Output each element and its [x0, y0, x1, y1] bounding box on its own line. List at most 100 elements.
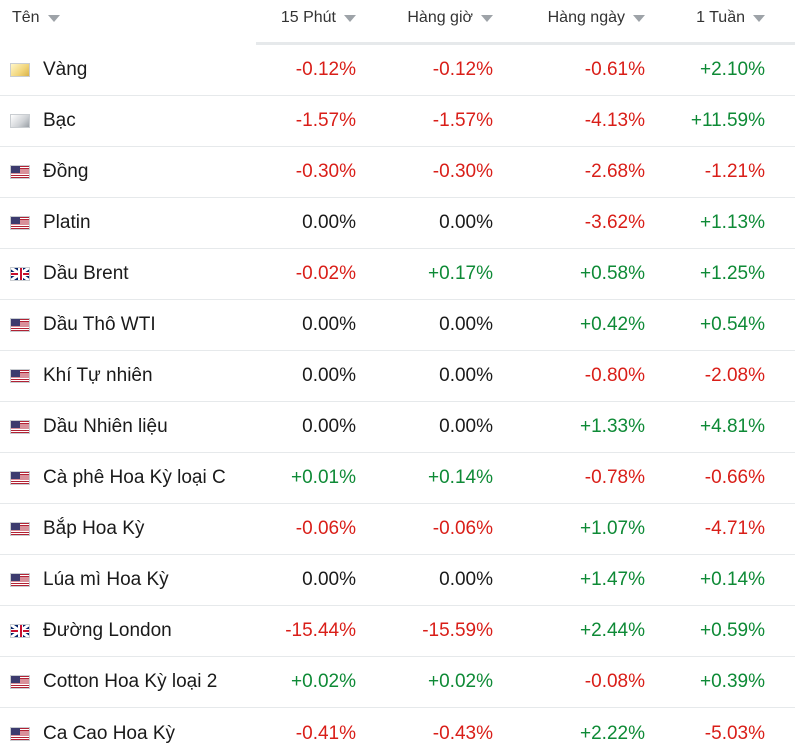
table-row[interactable]: Đường London -15.44% -15.59% +2.44% +0.59% [0, 606, 795, 657]
column-header-name-label: Tên [12, 9, 40, 26]
instrument-name-cell: Lúa mì Hoa Kỳ [0, 569, 256, 591]
change-weekly-value: -0.66% [704, 467, 765, 488]
instrument-name-link[interactable]: Khí Tự nhiên [43, 365, 153, 386]
instrument-name-link[interactable]: Dầu Thô WTI [43, 314, 156, 335]
change-weekly-value: -4.71% [704, 518, 765, 539]
change-15m-value: 0.00% [302, 569, 356, 590]
change-weekly-value: +2.10% [700, 59, 765, 80]
change-daily-value: +0.58% [580, 263, 645, 284]
change-weekly-value: +1.25% [700, 263, 765, 284]
change-hourly-value: 0.00% [439, 212, 493, 233]
sort-caret-icon[interactable] [47, 15, 60, 22]
instrument-name-cell: Dầu Brent [0, 263, 256, 285]
table-row[interactable]: Dầu Nhiên liệu 0.00% 0.00% +1.33% +4.81% [0, 402, 795, 453]
us-flag-icon [10, 318, 30, 332]
us-flag-icon [10, 369, 30, 383]
table-row[interactable]: Đồng -0.30% -0.30% -2.68% -1.21% [0, 147, 795, 198]
instrument-name-link[interactable]: Platin [43, 212, 91, 233]
instrument-name-cell: Đồng [0, 161, 256, 183]
uk-flag-icon [10, 267, 30, 281]
change-15m-value: +0.02% [291, 671, 356, 692]
change-weekly-value: +0.54% [700, 314, 765, 335]
column-header-15m[interactable]: 15 Phút [256, 0, 356, 45]
instrument-name-link[interactable]: Cotton Hoa Kỳ loại 2 [43, 671, 218, 692]
change-weekly-value: +0.14% [700, 569, 765, 590]
change-weekly-value: +1.13% [700, 212, 765, 233]
instrument-name-cell: Dầu Nhiên liệu [0, 416, 256, 438]
change-15m-value: -0.30% [295, 161, 356, 182]
instrument-name-link[interactable]: Dầu Brent [43, 263, 129, 284]
instrument-name-link[interactable]: Đồng [43, 161, 89, 182]
change-daily-value: +2.22% [580, 722, 645, 744]
instrument-name-link[interactable]: Đường London [43, 620, 172, 641]
change-15m-value: 0.00% [302, 314, 356, 335]
column-header-daily-label: Hàng ngày [547, 9, 625, 26]
change-daily-value: -0.80% [584, 365, 645, 386]
table-row[interactable]: Cotton Hoa Kỳ loại 2 +0.02% +0.02% -0.08% +0… [0, 657, 795, 708]
change-daily-value: +1.33% [580, 416, 645, 437]
change-15m-value: -1.57% [295, 110, 356, 131]
table-header: Tên 15 Phút Hàng giờ Hàng ngày 1 Tuần [0, 0, 795, 45]
column-header-hourly[interactable]: Hàng giờ [356, 0, 493, 45]
instrument-name-link[interactable]: Bạc [43, 110, 76, 131]
instrument-name-cell: Bắp Hoa Kỳ [0, 518, 256, 540]
table-row[interactable]: Ca Cao Hoa Kỳ -0.41% -0.43% +2.22% -5.03% [0, 708, 795, 756]
instrument-name-cell: Đường London [0, 620, 256, 642]
instrument-name-cell: Platin [0, 212, 256, 234]
change-daily-value: -0.78% [584, 467, 645, 488]
change-15m-value: -15.44% [285, 620, 356, 641]
change-hourly-value: 0.00% [439, 365, 493, 386]
change-hourly-value: -0.30% [432, 161, 493, 182]
table-row[interactable]: Bạc -1.57% -1.57% -4.13% +11.59% [0, 96, 795, 147]
table-row[interactable]: Khí Tự nhiên 0.00% 0.00% -0.80% -2.08% [0, 351, 795, 402]
change-weekly-value: -5.03% [704, 722, 765, 744]
change-hourly-value: -1.57% [432, 110, 493, 131]
change-daily-value: -4.13% [584, 110, 645, 131]
gold-icon [10, 63, 30, 77]
sort-caret-icon[interactable] [481, 15, 493, 22]
sort-caret-icon[interactable] [344, 15, 356, 22]
table-row[interactable]: Dầu Brent -0.02% +0.17% +0.58% +1.25% [0, 249, 795, 300]
table-row[interactable]: Dầu Thô WTI 0.00% 0.00% +0.42% +0.54% [0, 300, 795, 351]
table-row[interactable]: Vàng -0.12% -0.12% -0.61% +2.10% [0, 45, 795, 96]
table-row[interactable]: Lúa mì Hoa Kỳ 0.00% 0.00% +1.47% +0.14% [0, 555, 795, 606]
table-row[interactable]: Platin 0.00% 0.00% -3.62% +1.13% [0, 198, 795, 249]
change-15m-value: -0.02% [295, 263, 356, 284]
sort-caret-icon[interactable] [633, 15, 645, 22]
table-body: Vàng -0.12% -0.12% -0.61% +2.10% Bạc -1.57% -1.… [0, 45, 795, 756]
instrument-name-link[interactable]: Bắp Hoa Kỳ [43, 518, 145, 539]
change-hourly-value: 0.00% [439, 416, 493, 437]
change-daily-value: +1.07% [580, 518, 645, 539]
us-flag-icon [10, 522, 30, 536]
us-flag-icon [10, 675, 30, 689]
column-header-hourly-label: Hàng giờ [407, 9, 473, 26]
change-15m-value: -0.06% [295, 518, 356, 539]
column-header-weekly[interactable]: 1 Tuần [645, 0, 765, 45]
instrument-name-link[interactable]: Dầu Nhiên liệu [43, 416, 168, 437]
table-row[interactable]: Bắp Hoa Kỳ -0.06% -0.06% +1.07% -4.71% [0, 504, 795, 555]
instrument-name-link[interactable]: Lúa mì Hoa Kỳ [43, 569, 169, 590]
instrument-name-cell: Cotton Hoa Kỳ loại 2 [0, 671, 256, 693]
instrument-name-link[interactable]: Vàng [43, 59, 88, 80]
us-flag-icon [10, 471, 30, 485]
us-flag-icon [10, 420, 30, 434]
change-15m-value: 0.00% [302, 416, 356, 437]
change-15m-value: 0.00% [302, 365, 356, 386]
table-row[interactable]: Cà phê Hoa Kỳ loại C +0.01% +0.14% -0.78% -0… [0, 453, 795, 504]
change-hourly-value: 0.00% [439, 314, 493, 335]
change-hourly-value: -0.43% [432, 722, 493, 744]
change-daily-value: -0.61% [584, 59, 645, 80]
change-weekly-value: -2.08% [704, 365, 765, 386]
instrument-name-cell: Vàng [0, 59, 256, 81]
change-weekly-value: +4.81% [700, 416, 765, 437]
sort-caret-icon[interactable] [753, 15, 765, 22]
column-header-daily[interactable]: Hàng ngày [493, 0, 645, 45]
instrument-name-link[interactable]: Cà phê Hoa Kỳ loại C [43, 467, 226, 488]
instrument-name-link[interactable]: Ca Cao Hoa Kỳ [43, 722, 176, 744]
column-header-name[interactable]: Tên [0, 0, 256, 45]
uk-flag-icon [10, 624, 30, 638]
instrument-name-cell: Ca Cao Hoa Kỳ [0, 723, 256, 745]
change-daily-value: -3.62% [584, 212, 645, 233]
change-weekly-value: -1.21% [704, 161, 765, 182]
